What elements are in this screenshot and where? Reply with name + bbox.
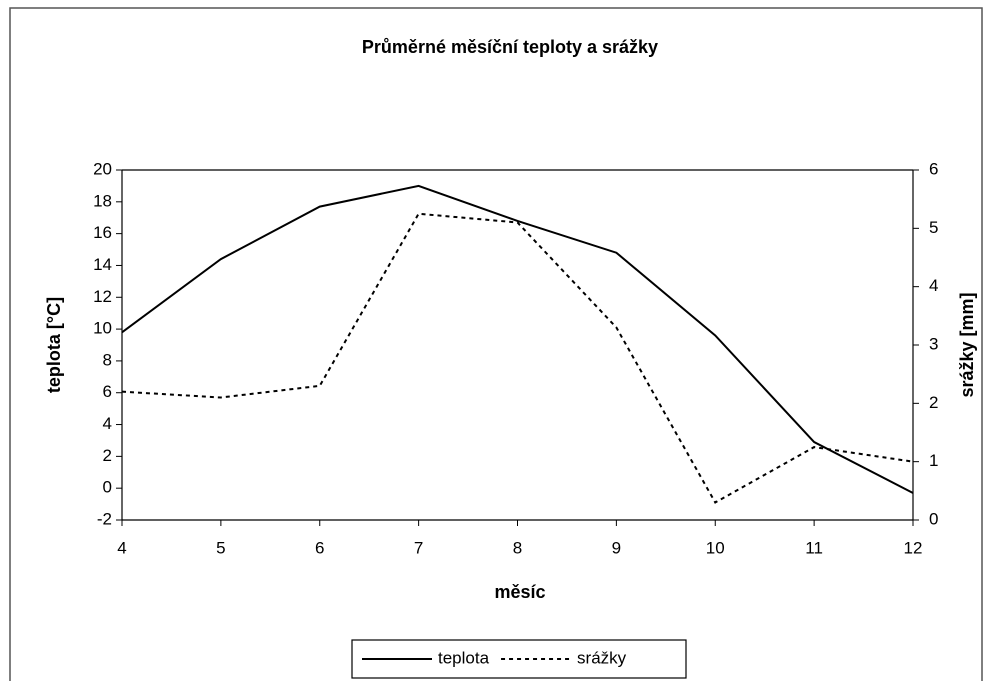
x-tick-label: 6 <box>315 538 324 557</box>
y-axis-label: teplota [°C] <box>44 297 64 393</box>
series-line <box>121 212 914 504</box>
y-tick-label: 18 <box>93 191 112 210</box>
x-tick-label: 9 <box>612 538 621 557</box>
x-tick-label: 12 <box>904 538 923 557</box>
y2-tick-label: 0 <box>929 509 938 528</box>
y2-tick-label: 2 <box>929 393 938 412</box>
y-tick-label: 0 <box>103 478 112 497</box>
chart-title: Průměrné měsíční teploty a srážky <box>362 37 658 57</box>
x-tick-label: 10 <box>706 538 725 557</box>
y-tick-label: 6 <box>103 382 112 401</box>
x-axis-label: měsíc <box>494 582 545 602</box>
y2-tick-label: 5 <box>929 218 938 237</box>
y-tick-label: 4 <box>103 414 112 433</box>
y-tick-label: 10 <box>93 319 112 338</box>
y-tick-label: 14 <box>93 255 112 274</box>
y-tick-label: 16 <box>93 223 112 242</box>
y-tick-label: 2 <box>103 446 112 465</box>
legend-label: teplota <box>438 648 490 667</box>
x-tick-label: 7 <box>414 538 423 557</box>
x-tick-label: 11 <box>805 538 823 557</box>
y2-tick-label: 6 <box>929 159 938 178</box>
series-line <box>121 184 914 494</box>
x-tick-label: 5 <box>216 538 225 557</box>
x-tick-label: 8 <box>513 538 522 557</box>
legend-label: srážky <box>577 648 627 667</box>
y-tick-label: 8 <box>103 350 112 369</box>
y2-tick-label: 1 <box>929 451 938 470</box>
y2-axis-label: srážky [mm] <box>957 292 977 397</box>
y-tick-label: 12 <box>93 287 112 306</box>
y-tick-label: -2 <box>97 509 112 528</box>
y2-tick-label: 4 <box>929 276 938 295</box>
x-tick-label: 4 <box>117 538 126 557</box>
chart-frame <box>9 7 983 681</box>
y-tick-label: 20 <box>93 159 112 178</box>
y2-tick-label: 3 <box>929 334 938 353</box>
